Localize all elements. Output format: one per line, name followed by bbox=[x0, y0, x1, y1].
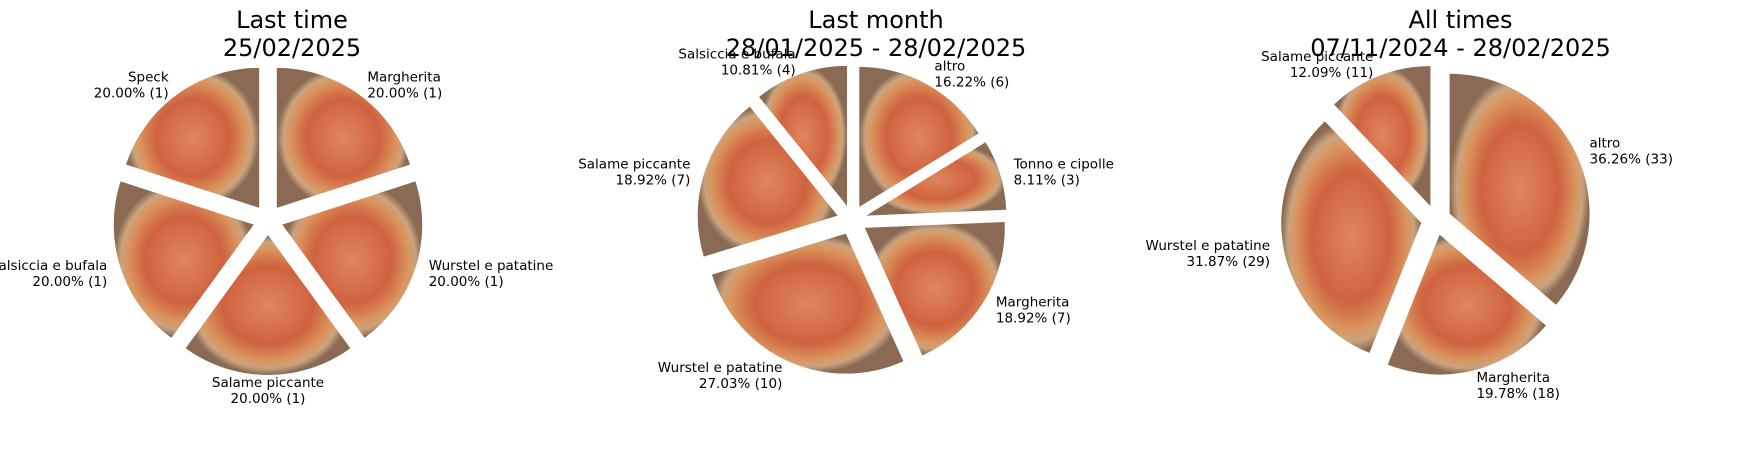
slice-texture bbox=[859, 66, 979, 207]
slice-label: Margherita 20.00% (1) bbox=[367, 69, 442, 101]
slice-label: Speck 20.00% (1) bbox=[94, 69, 169, 101]
slice-texture bbox=[864, 221, 1005, 356]
pie-panel-last-time: Last time 25/02/2025 Speck 20.00% (1) Sals… bbox=[0, 0, 584, 452]
slice-label: Salame piccante 18.92% (7) bbox=[578, 156, 690, 188]
slice-texture bbox=[1281, 121, 1422, 353]
pie-panel-all-times: All times 07/11/2024 - 28/02/2025 Salame… bbox=[1145, 0, 1753, 452]
slice-label: altro 36.26% (33) bbox=[1589, 135, 1672, 167]
pie-chart-all-times: Salame piccante 12.09% (11) Wurstel e pata… bbox=[1145, 49, 1673, 402]
chart-title: Last time bbox=[236, 6, 348, 34]
slice-label: Tonno e cipolle 8.11% (3) bbox=[1013, 157, 1114, 189]
slice-texture bbox=[113, 181, 254, 338]
slice-texture bbox=[1387, 234, 1546, 375]
pie-panel-last-month: Last month 28/01/2025 - 28/02/2025 Salsi… bbox=[578, 0, 1168, 452]
slice-label: Wurstel e patatine 31.87% (29) bbox=[1145, 238, 1270, 270]
slice-texture bbox=[185, 235, 351, 375]
slice-label: Wurstel e patatine 20.00% (1) bbox=[429, 258, 554, 290]
slice-label: altro 16.22% (6) bbox=[934, 58, 1009, 90]
slice-texture bbox=[1449, 73, 1590, 305]
slice-texture bbox=[697, 106, 838, 257]
slice-label: Salame piccante 12.09% (11) bbox=[1261, 49, 1373, 81]
pie-chart-last-month: Salsiccia e bufala 10.81% (4) Salame picca… bbox=[578, 47, 1114, 392]
pie-chart-last-time: Speck 20.00% (1) Salsiccia e bufala 20.00% … bbox=[0, 67, 554, 407]
slice-texture bbox=[759, 65, 848, 206]
chart-title: All times bbox=[1408, 6, 1513, 34]
slice-label: Salsiccia e bufala 20.00% (1) bbox=[0, 258, 107, 290]
slice-label: Salsiccia e bufala 10.81% (4) bbox=[678, 47, 795, 79]
slice-texture bbox=[1334, 66, 1431, 207]
slice-texture bbox=[276, 67, 410, 208]
chart-subtitle: 25/02/2025 bbox=[222, 34, 362, 62]
slice-label: Margherita 19.78% (18) bbox=[1476, 370, 1559, 402]
slice-texture bbox=[866, 142, 1007, 216]
chart-title: Last month bbox=[808, 6, 944, 34]
slice-label: Margherita 18.92% (7) bbox=[996, 295, 1071, 327]
slice-texture bbox=[126, 67, 260, 208]
slice-label: Wurstel e patatine 27.03% (10) bbox=[658, 360, 783, 392]
chart-subtitle: 28/01/2025 - 28/02/2025 bbox=[725, 34, 1027, 62]
slice-label: Salame piccante 20.00% (1) bbox=[212, 375, 324, 407]
chart-subtitle: 07/11/2024 - 28/02/2025 bbox=[1310, 34, 1611, 62]
slice-texture bbox=[711, 233, 904, 374]
slice-texture bbox=[282, 181, 423, 338]
